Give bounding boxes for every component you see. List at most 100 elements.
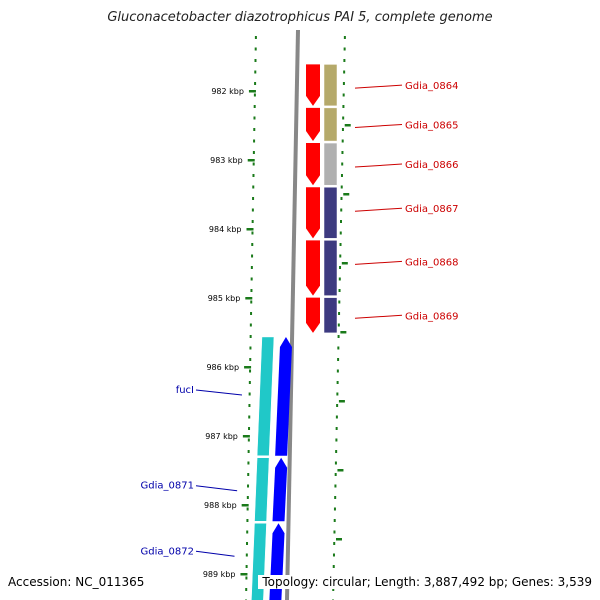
guide-dot-left <box>248 392 251 396</box>
forward-gene-leader <box>354 314 403 319</box>
guide-dot-right <box>338 277 341 281</box>
guide-dot-right <box>333 530 336 534</box>
guide-dot-right <box>341 128 344 131</box>
axis-tick-right <box>340 331 347 334</box>
forward-gene-bar <box>323 107 338 142</box>
guide-dot-left <box>249 346 252 350</box>
guide-dot-right <box>343 47 346 51</box>
guide-dot-right <box>336 404 339 407</box>
dotted-guides <box>245 36 346 600</box>
guide-dot-right <box>338 289 341 292</box>
forward-cds-arrow <box>306 107 320 142</box>
guide-dot-left <box>246 530 249 534</box>
reverse-cds-arrow <box>272 457 288 522</box>
guide-dot-left <box>252 185 255 189</box>
guide-dot-right <box>335 450 338 453</box>
guide-dot-right <box>333 519 336 522</box>
guide-dot-left <box>253 139 256 143</box>
guide-dot-right <box>343 70 346 74</box>
reverse-cds-arrow <box>275 336 292 456</box>
forward-gene-bar <box>323 64 338 107</box>
guide-dot-right <box>334 484 337 488</box>
axis-tick-right <box>344 124 351 127</box>
axis-tick-right <box>341 262 348 265</box>
guide-dot-right <box>335 438 338 442</box>
forward-gene-label: Gdia_0864 <box>405 81 458 92</box>
axis-tick-label: 986 kbp <box>206 363 239 372</box>
guide-dot-left <box>252 151 255 154</box>
guide-dot-right <box>341 151 344 154</box>
guide-dot-left <box>254 70 257 74</box>
forward-gene-leader <box>354 207 403 212</box>
guide-dot-right <box>336 392 339 396</box>
guide-dot-left <box>246 496 249 499</box>
forward-gene-label: Gdia_0865 <box>405 120 458 131</box>
guide-dot-left <box>249 369 252 373</box>
guide-dot-right <box>341 162 344 166</box>
forward-cds-arrow <box>306 64 320 106</box>
guide-dot-right <box>337 335 340 338</box>
axis-tick-left <box>244 366 252 369</box>
guide-dot-left <box>249 358 252 361</box>
axis-ticks: 982 kbp 983 kbp 984 kbp 985 kbp 986 kbp 987 k… <box>203 87 351 579</box>
guide-dot-left <box>251 231 254 235</box>
axis-tick-label: 989 kbp <box>203 570 236 579</box>
gene-labels: Gdia_0864 Gdia_0865 Gdia_0866 Gdia_0867 Gdia… <box>141 81 459 557</box>
guide-dot-right <box>333 507 336 511</box>
axis-tick-left <box>247 159 255 162</box>
guide-dot-left <box>252 162 255 166</box>
reverse-gene-bar <box>256 336 275 456</box>
reverse-gene-label: Gdia_0872 <box>141 546 194 557</box>
forward-gene-label: Gdia_0866 <box>405 160 458 171</box>
axis-tick-right <box>338 400 345 403</box>
guide-dot-left <box>249 323 252 327</box>
genome-title: Gluconacetobacter diazotrophicus PAI 5, … <box>107 10 493 25</box>
forward-gene-bar <box>323 297 338 334</box>
guide-dot-right <box>333 542 336 545</box>
forward-gene-leader <box>354 163 403 168</box>
guide-dot-right <box>332 588 335 591</box>
axis-tick-left <box>246 228 254 231</box>
forward-cds-arrow <box>306 297 320 333</box>
forward-cds-arrow <box>306 240 320 296</box>
guide-dot-left <box>251 254 254 258</box>
guide-dot-right <box>334 473 337 476</box>
axis-tick-label: 988 kbp <box>204 501 237 510</box>
guide-dot-right <box>335 415 338 419</box>
guide-dot-right <box>341 139 344 143</box>
guide-dot-right <box>342 82 345 85</box>
guide-dot-left <box>254 47 257 51</box>
reverse-gene-bar <box>254 457 270 522</box>
reverse-gene-leader <box>195 389 243 396</box>
reverse-gene-label: fucI <box>176 385 194 396</box>
guide-dot-left <box>247 450 250 453</box>
guide-dot-left <box>250 266 253 269</box>
forward-gene-label: Gdia_0867 <box>405 204 458 215</box>
guide-dot-left <box>250 312 253 315</box>
guide-dot-right <box>342 105 345 108</box>
guide-dot-right <box>336 381 339 384</box>
guide-dot-left <box>253 105 256 108</box>
guide-dot-left <box>246 542 249 545</box>
guide-dot-left <box>250 300 253 304</box>
guide-dot-left <box>245 565 248 568</box>
genome-backbone <box>285 29 300 600</box>
guide-dot-left <box>245 553 248 557</box>
genome-summary-text: Topology: circular; Length: 3,887,492 bp… <box>258 575 592 589</box>
guide-dot-left <box>254 36 257 39</box>
guide-dot-left <box>253 116 256 120</box>
forward-gene-leader <box>354 260 403 265</box>
guide-dot-left <box>250 289 253 292</box>
guide-dot-right <box>337 358 340 361</box>
guide-dot-left <box>253 93 256 97</box>
axis-tick-label: 987 kbp <box>205 432 238 441</box>
guide-dot-left <box>251 208 254 212</box>
guide-dot-left <box>248 427 251 430</box>
guide-dot-right <box>340 208 343 212</box>
forward-gene-label: Gdia_0868 <box>405 257 458 268</box>
guide-dot-left <box>254 59 257 62</box>
guide-dot-right <box>334 496 337 499</box>
guide-dot-left <box>251 220 254 223</box>
guide-dot-left <box>248 381 251 384</box>
